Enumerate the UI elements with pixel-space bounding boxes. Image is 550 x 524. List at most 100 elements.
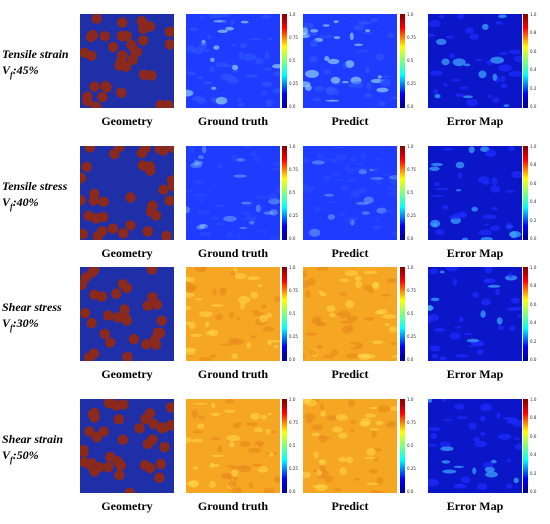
fiber-circle [142,226,153,237]
field-spot [226,465,237,468]
field-spot [263,487,275,493]
field-spot [335,414,348,421]
field-spot [320,410,326,417]
field-spot [211,402,216,409]
field-spot [466,98,478,107]
field-spot [186,189,195,193]
field-spot [492,73,498,81]
colorbar-gradient [400,14,405,108]
field-spot [371,430,377,438]
colorbar [400,267,405,361]
field-spot [319,403,325,411]
field-spot [230,20,235,26]
fiber-circle [89,81,100,92]
colorbar-tick: 0.25 [289,213,298,218]
fiber-circle [140,413,151,425]
field-spot [454,403,465,410]
field-spot [455,161,465,169]
field-spot [358,169,367,175]
field-spot [346,315,358,322]
field-spot [209,354,217,358]
field-spot [211,454,224,458]
field-spot [239,226,248,230]
field-spot [339,278,350,282]
colorbar-tick: 1.0 [407,397,414,402]
field-spot [232,64,239,71]
field-spot [313,206,322,212]
field-spot [428,427,441,432]
colorbar-tick: 1.0 [289,144,296,149]
field-spot [245,422,258,426]
field-spot [480,310,486,318]
field-spot [387,178,397,184]
vf-symbol: V [2,448,11,462]
field-spot [350,420,357,425]
field-spot [245,74,258,78]
field-spot [186,291,195,298]
field-spot [482,23,489,30]
field-spot [194,164,200,169]
row-label: Tensile strain Vf:45% [2,46,69,83]
field-spot [203,81,213,85]
field-spot [345,164,350,171]
field-spot [478,229,492,236]
field-background [186,146,280,240]
fiber-circle [124,487,135,493]
colorbar-tick: 1.0 [289,12,296,17]
field-spot [440,446,454,452]
field-spot [225,26,234,31]
field-spot [344,270,358,276]
field-spot [376,476,384,485]
field-spot [207,34,212,39]
fiber-circle [134,423,145,434]
field-spot [263,67,273,71]
fiber-circle [131,46,142,57]
predict-panel [303,146,397,240]
field-spot [484,267,493,274]
field-spot [250,291,259,299]
colorbar [523,146,528,240]
colorbar-gradient [282,267,287,361]
field-spot [485,471,498,478]
colorbar-tick: 0.25 [289,81,298,86]
field-spot [223,409,236,413]
field-spot [317,476,326,479]
field-spot [261,81,273,88]
error-map-panel [428,267,522,361]
panel-caption: Error Map [446,246,504,260]
field-spot [186,70,189,74]
fiber-circle [116,87,127,99]
field-spot [212,288,217,296]
matrix-background [80,14,174,108]
field-spot [256,230,269,233]
field-spot [507,417,519,422]
field-spot [236,158,246,162]
field-spot [505,190,516,193]
field-spot [431,354,439,359]
field-spot [433,89,439,94]
error-map-panel [428,14,522,108]
colorbar-tick: 1.0 [530,397,537,402]
field-spot [249,220,255,225]
field-spot [468,422,477,430]
field-spot [491,177,498,185]
field-spot [387,33,394,38]
field-spot [228,337,239,345]
field-spot [241,201,253,207]
field-spot [309,228,321,237]
colorbar-tick: 0.25 [289,334,298,339]
field-spot [240,301,245,310]
field-spot [480,432,486,436]
field-spot [338,212,347,217]
vf-value: :40% [12,195,39,209]
field-spot [251,150,256,158]
field-spot [430,70,443,76]
field-spot [273,296,280,303]
field-spot [365,29,370,33]
ground-truth-panel [186,267,280,361]
field-spot [303,270,308,278]
vf-symbol: V [2,63,11,77]
field-spot [355,201,369,205]
field-spot [228,480,237,488]
fiber-circle [148,418,159,429]
